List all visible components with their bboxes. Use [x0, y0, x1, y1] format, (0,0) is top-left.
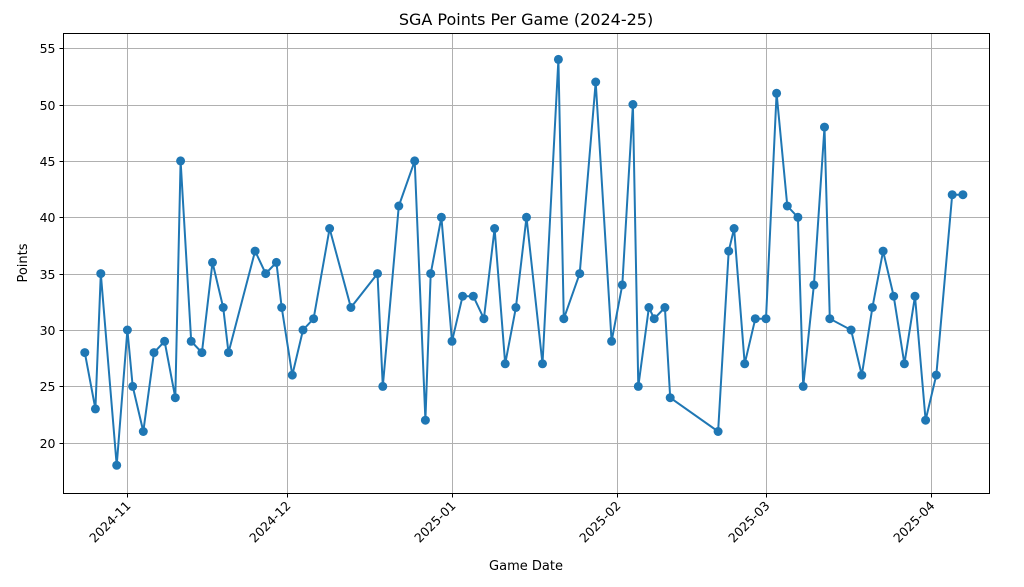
x-tick-label: 2025-03 — [725, 498, 773, 546]
plot-frame — [63, 33, 990, 494]
data-point — [458, 291, 468, 301]
data-point — [665, 393, 675, 403]
data-point — [96, 269, 106, 279]
data-point — [644, 303, 654, 312]
data-point — [208, 257, 217, 267]
x-tick-label: 2025-01 — [411, 498, 459, 546]
data-point — [271, 257, 281, 267]
data-point — [250, 246, 260, 256]
y-tick-label: 45 — [40, 154, 56, 169]
series-points-per-game — [80, 54, 968, 470]
data-point — [112, 460, 122, 470]
data-point — [436, 212, 446, 222]
y-tick-label: 40 — [40, 210, 56, 225]
data-point — [224, 348, 233, 358]
data-point — [857, 370, 867, 380]
data-point — [617, 280, 627, 290]
data-point — [899, 359, 909, 369]
data-point — [80, 348, 90, 358]
data-point — [782, 201, 792, 211]
data-point — [713, 427, 723, 436]
data-point — [633, 381, 643, 391]
data-point — [378, 381, 388, 391]
x-tick-label: 2025-02 — [576, 498, 624, 546]
data-point — [138, 427, 148, 436]
y-tick-label: 30 — [40, 323, 56, 338]
data-point — [186, 336, 196, 346]
data-point — [176, 156, 186, 166]
data-point — [149, 348, 159, 358]
y-axis-label: Points — [16, 243, 31, 282]
grid-lines — [63, 33, 990, 494]
data-point — [261, 269, 271, 279]
data-point — [538, 359, 547, 369]
data-point — [160, 336, 170, 346]
data-point — [825, 314, 835, 324]
x-tick-label: 2024-12 — [246, 498, 294, 546]
data-point — [772, 88, 782, 98]
y-tick-label: 55 — [40, 41, 56, 56]
data-point — [553, 54, 563, 64]
data-point — [750, 314, 760, 324]
data-point — [410, 156, 420, 166]
data-point — [846, 325, 856, 335]
data-point — [724, 246, 734, 256]
x-tick-label: 2024-11 — [86, 498, 134, 546]
data-point — [947, 190, 957, 200]
data-point — [910, 291, 920, 301]
data-point — [809, 280, 819, 290]
data-point — [468, 291, 478, 301]
data-point — [798, 381, 808, 391]
data-point — [921, 415, 931, 425]
data-point — [479, 314, 489, 324]
data-point — [218, 303, 228, 312]
data-point — [309, 314, 319, 324]
data-point — [490, 224, 500, 233]
data-point — [170, 393, 180, 403]
data-point — [575, 269, 585, 279]
data-point — [931, 370, 941, 380]
data-point — [628, 100, 638, 109]
data-point — [346, 303, 356, 312]
data-point — [373, 269, 382, 279]
data-point — [591, 77, 601, 87]
chart-title: SGA Points Per Game (2024-25) — [399, 10, 653, 29]
data-point — [522, 212, 531, 222]
data-point — [761, 314, 771, 324]
y-tick-label: 50 — [40, 98, 56, 113]
data-point — [559, 314, 569, 324]
data-point — [447, 336, 457, 346]
data-point — [958, 190, 968, 200]
data-point — [197, 348, 207, 358]
y-tick-label: 20 — [40, 436, 56, 451]
data-point — [740, 359, 750, 369]
data-point — [820, 122, 829, 132]
data-point — [128, 381, 138, 391]
data-point — [394, 201, 404, 211]
data-point — [867, 303, 877, 312]
data-point — [649, 314, 659, 324]
y-tick-label: 25 — [40, 379, 56, 394]
data-point — [729, 224, 739, 233]
data-point — [607, 336, 617, 346]
data-point — [511, 303, 521, 312]
data-point — [298, 325, 308, 335]
data-point — [325, 224, 335, 233]
data-point — [500, 359, 510, 369]
data-point — [287, 370, 297, 380]
data-point — [90, 404, 100, 414]
axes: 20 25 30 35 40 45 50 55 2024-11 2024-12 2025-01 202… — [40, 41, 938, 546]
data-point — [878, 246, 888, 256]
data-point — [660, 303, 670, 312]
x-axis-label: Game Date — [489, 559, 563, 574]
data-point — [420, 415, 430, 425]
data-point — [793, 212, 803, 222]
x-tick-label: 2025-04 — [890, 498, 938, 546]
data-point — [277, 303, 287, 312]
data-point — [889, 291, 899, 301]
data-point — [122, 325, 132, 335]
data-point — [426, 269, 436, 279]
y-tick-label: 35 — [40, 267, 56, 282]
